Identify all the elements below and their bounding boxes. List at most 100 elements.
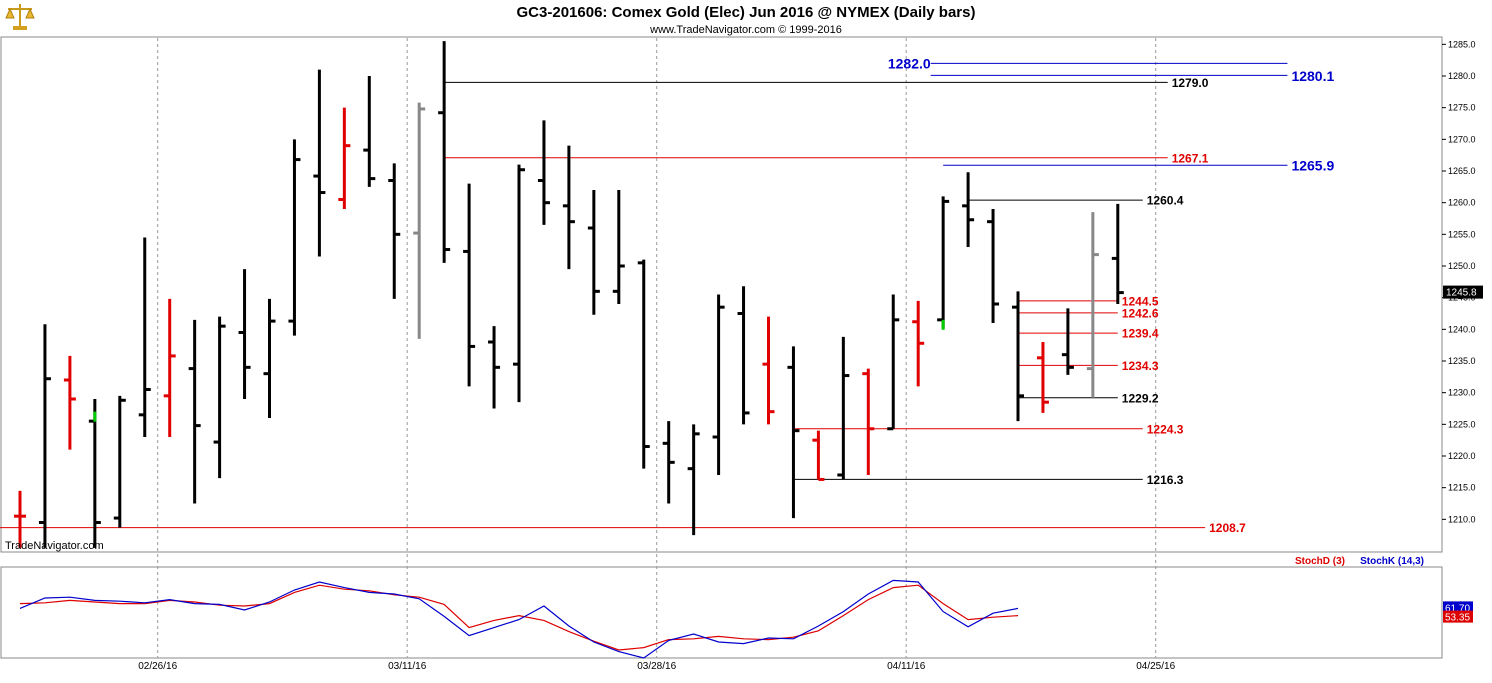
price-bar xyxy=(1111,203,1124,304)
price-tick-label: 1275.0 xyxy=(1448,103,1476,113)
price-bar xyxy=(388,163,401,299)
stoch-k-box xyxy=(1443,601,1473,614)
stoch-k-line xyxy=(19,579,1019,659)
level-label: 1229.2 xyxy=(1122,391,1159,405)
price-bar xyxy=(537,120,550,225)
price-bar xyxy=(1036,342,1049,413)
level-label: 1208.7 xyxy=(1209,521,1246,535)
price-tick-label: 1270.0 xyxy=(1448,134,1476,144)
level-label: 1282.0 xyxy=(888,56,931,72)
watermark: TradeNavigator.com xyxy=(5,540,104,552)
level-label: 1260.4 xyxy=(1147,194,1184,208)
price-bar xyxy=(138,237,151,437)
price-bar xyxy=(862,368,875,475)
price-tick-label: 1280.0 xyxy=(1448,71,1476,81)
price-bar xyxy=(887,294,900,431)
price-bar xyxy=(463,183,476,387)
price-bar xyxy=(238,269,251,399)
level-label: 1267.1 xyxy=(1172,151,1209,165)
price-bar xyxy=(14,490,26,548)
grid-lines xyxy=(157,38,1157,658)
level-label: 1265.9 xyxy=(1291,158,1334,174)
price-bar xyxy=(38,324,51,548)
price-bar xyxy=(188,319,201,504)
price-bar xyxy=(113,395,126,528)
price-bar xyxy=(63,355,76,450)
price-bar xyxy=(612,190,625,304)
price-bar xyxy=(163,298,176,437)
price-tick-label: 1255.0 xyxy=(1448,229,1476,239)
price-bar xyxy=(1012,291,1024,422)
price-bar xyxy=(787,346,800,519)
price-bar xyxy=(637,259,650,469)
price-bar xyxy=(263,298,276,418)
price-bar xyxy=(1086,212,1099,398)
price-tick-label: 1260.0 xyxy=(1448,198,1476,208)
price-bar xyxy=(413,102,426,339)
price-bar xyxy=(338,107,351,209)
price-bar xyxy=(762,316,775,425)
price-bar xyxy=(962,172,975,247)
price-bar xyxy=(513,164,525,403)
price-tick-label: 1265.0 xyxy=(1448,166,1476,176)
price-bar xyxy=(88,399,101,548)
stochastic-panel xyxy=(0,566,1443,659)
last-price-box xyxy=(1443,285,1483,299)
level-label: 1242.6 xyxy=(1122,306,1159,320)
chart-title: GC3-201606: Comex Gold (Elec) Jun 2016 @… xyxy=(517,4,976,21)
price-tick-label: 1220.0 xyxy=(1448,451,1476,461)
price-bar xyxy=(837,336,850,480)
price-bar xyxy=(687,424,700,536)
price-bar xyxy=(737,286,750,425)
level-label: 1224.3 xyxy=(1147,422,1184,436)
date-tick-label: 03/28/16 xyxy=(637,661,676,672)
date-tick-label: 02/26/16 xyxy=(138,661,177,672)
price-bar xyxy=(1061,308,1074,375)
last-price-label: 1245.8 xyxy=(1446,288,1477,299)
date-tick-label: 04/25/16 xyxy=(1136,661,1175,672)
price-tick-label: 1240.0 xyxy=(1448,324,1476,334)
price-bar xyxy=(912,300,925,387)
stoch-d-line xyxy=(19,584,1019,651)
price-tick-label: 1235.0 xyxy=(1448,356,1476,366)
level-label: 1239.4 xyxy=(1122,327,1159,341)
price-bar xyxy=(987,209,1000,323)
price-bar xyxy=(562,145,575,270)
date-tick-label: 03/11/16 xyxy=(388,661,427,672)
stoch-d-box xyxy=(1443,610,1473,623)
level-label: 1216.3 xyxy=(1147,473,1184,487)
level-label: 1279.0 xyxy=(1172,76,1209,90)
price-bars xyxy=(14,41,1124,548)
gold-scale-icon xyxy=(4,2,36,32)
stoch-d-legend: StochD (3) xyxy=(1295,556,1345,567)
price-bar xyxy=(937,196,950,330)
price-axis: 1210.0 1215.0 1220.0 1225.0 1230.0 1235.0 1240… xyxy=(1442,39,1483,524)
date-tick-label: 04/11/16 xyxy=(887,661,926,672)
price-bar xyxy=(438,41,451,263)
level-label: 1244.5 xyxy=(1122,294,1159,308)
level-lines: 1282.0 1280.1 1279.0 1267.1 1265.9 1260.4 1244… xyxy=(0,56,1334,535)
price-tick-label: 1285.0 xyxy=(1448,39,1476,49)
price-tick-label: 1225.0 xyxy=(1448,419,1476,429)
stoch-d-value: 53.35 xyxy=(1445,613,1470,624)
price-bar xyxy=(812,430,825,481)
level-label: 1280.1 xyxy=(1291,68,1334,84)
price-panel xyxy=(0,36,1443,553)
price-bar xyxy=(488,326,501,409)
price-bar xyxy=(712,294,725,475)
stoch-k-legend: StochK (14,3) xyxy=(1360,556,1424,567)
price-bar xyxy=(587,190,600,315)
date-axis: 02/26/16 03/11/16 03/28/16 04/11/16 04/25/16 xyxy=(138,661,1175,672)
level-label: 1234.3 xyxy=(1122,359,1159,373)
stoch-k-value: 61.70 xyxy=(1445,603,1470,614)
price-bar xyxy=(363,76,376,187)
price-tick-label: 1215.0 xyxy=(1448,483,1476,493)
price-tick-label: 1210.0 xyxy=(1448,514,1476,524)
chart-subtitle: www.TradeNavigator.com © 1999-2016 xyxy=(649,24,842,36)
price-tick-label: 1230.0 xyxy=(1448,388,1476,398)
price-bar xyxy=(313,69,326,257)
price-tick-label: 1250.0 xyxy=(1448,261,1476,271)
